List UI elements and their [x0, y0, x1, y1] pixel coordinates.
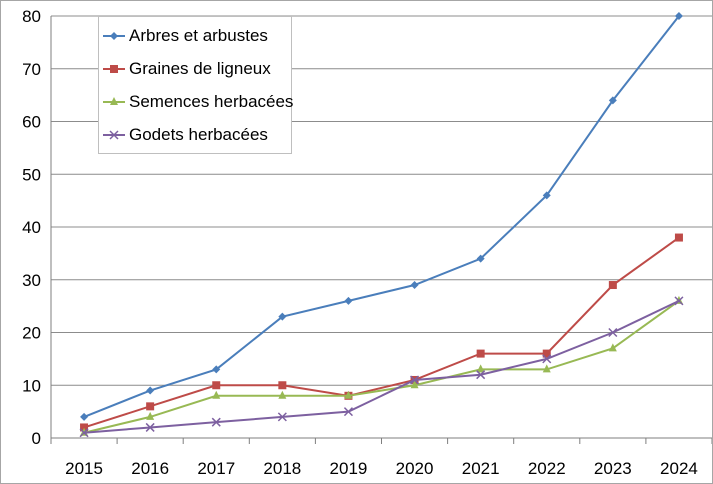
series-3-point-5-b	[410, 375, 420, 385]
series-3-point-4-b	[343, 407, 353, 417]
series-0-point-7	[542, 191, 551, 200]
series-3-point-3-b	[277, 412, 287, 422]
legend-swatch-3	[103, 130, 125, 140]
series-3-point-2	[211, 417, 221, 427]
series-0-point-8	[608, 96, 617, 105]
series-3-point-2-b	[211, 417, 221, 427]
series-2-point-1	[146, 411, 155, 420]
y-tick-label-10: 10	[22, 376, 41, 395]
series-3-point-9-b	[674, 296, 684, 306]
legend-item-2: Semences herbacées	[99, 91, 294, 113]
x-tick-label-2024: 2024	[660, 459, 698, 478]
series-3-point-6	[476, 370, 486, 380]
series-lines	[79, 12, 684, 438]
x-tick-label-2018: 2018	[263, 459, 301, 478]
series-0-point-6	[476, 254, 485, 263]
x-tick-label-2015: 2015	[65, 459, 103, 478]
y-tick-label-20: 20	[22, 324, 41, 343]
legend-label-2: Semences herbacées	[129, 92, 294, 111]
legend-swatch-marker-0	[110, 32, 118, 40]
series-0-point-0	[80, 412, 89, 421]
series-line-1	[83, 236, 680, 429]
x-tick-label-2017: 2017	[197, 459, 235, 478]
y-tick-label-40: 40	[22, 218, 41, 237]
legend-item-0: Arbres et arbustes	[99, 25, 291, 47]
y-tick-label-30: 30	[22, 271, 41, 290]
legend-swatch-marker-3-b	[109, 130, 119, 140]
series-3-point-5	[410, 375, 420, 385]
series-line-3	[83, 299, 680, 434]
series-3-point-7-b	[542, 354, 552, 364]
legend: Arbres et arbustes Graines de ligneux Se…	[98, 16, 294, 154]
y-tick-label-60: 60	[22, 113, 41, 132]
legend-swatch-marker-2	[110, 97, 118, 105]
x-tick-label-2016: 2016	[131, 459, 169, 478]
series-0-point-9	[674, 12, 683, 20]
series-1-point-3	[278, 381, 287, 390]
series-3-point-7	[542, 354, 552, 364]
series-line-0	[83, 15, 680, 418]
series-3-point-1-b	[145, 422, 155, 432]
series-0-point-2	[212, 365, 221, 374]
series-0-point-1	[146, 386, 155, 395]
x-axis-ticks: 2015 2016 2017 2018 2019 2020 2021 2022 2023 2024	[50, 438, 712, 478]
series-1-point-6	[476, 349, 485, 358]
legend-swatch-marker-1	[110, 65, 118, 73]
series-1-point-7	[542, 349, 551, 358]
series-2-point-4	[344, 390, 353, 399]
series-3-point-9	[674, 296, 684, 306]
y-tick-label-0: 0	[32, 429, 41, 448]
legend-item-3: Godets herbacées	[99, 124, 291, 146]
legend-swatch-marker-3	[109, 130, 119, 140]
x-tick-label-2023: 2023	[594, 459, 632, 478]
legend-swatch-2	[103, 97, 125, 105]
legend-item-1: Graines de ligneux	[99, 58, 291, 80]
x-tick-label-2019: 2019	[330, 459, 368, 478]
series-2-point-3	[278, 390, 287, 399]
series-3-point-0	[79, 428, 89, 438]
series-1-point-1	[146, 402, 155, 411]
y-tick-label-80: 80	[22, 7, 41, 26]
x-tick-label-2022: 2022	[528, 459, 566, 478]
y-tick-label-50: 50	[22, 165, 41, 184]
y-axis-ticks: 0 10 20 30 40 50 60 70 80	[22, 7, 41, 448]
series-3-point-1	[145, 422, 155, 432]
series-2-point-7	[542, 364, 551, 373]
series-1-point-2	[212, 381, 221, 390]
series-0-point-4	[344, 296, 353, 305]
series-1-point-8	[608, 281, 617, 290]
series-2-point-8	[608, 343, 617, 352]
legend-swatch-0	[103, 32, 125, 40]
series-3-point-0-b	[79, 428, 89, 438]
series-2-point-2	[212, 390, 221, 399]
legend-label-0: Arbres et arbustes	[129, 26, 268, 45]
series-0-point-3	[278, 312, 287, 321]
series-line-2	[83, 300, 680, 434]
series-3-point-8-b	[608, 327, 618, 338]
x-tick-label-2021: 2021	[462, 459, 500, 478]
series-3-point-3	[277, 412, 287, 422]
series-1-point-0	[80, 423, 89, 432]
series-2-point-5	[410, 380, 419, 389]
legend-label-1: Graines de ligneux	[129, 59, 271, 78]
y-tick-label-70: 70	[22, 60, 41, 79]
series-3-point-4	[343, 407, 353, 417]
series-0-point-5	[410, 281, 419, 290]
legend-label-3: Godets herbacées	[129, 125, 268, 144]
x-tick-label-2020: 2020	[396, 459, 434, 478]
legend-swatch-1	[103, 65, 125, 73]
series-3-point-6-b	[476, 370, 486, 380]
series-3-point-8	[608, 327, 618, 338]
series-1-point-9	[674, 233, 683, 242]
series-2-point-6	[476, 364, 485, 373]
